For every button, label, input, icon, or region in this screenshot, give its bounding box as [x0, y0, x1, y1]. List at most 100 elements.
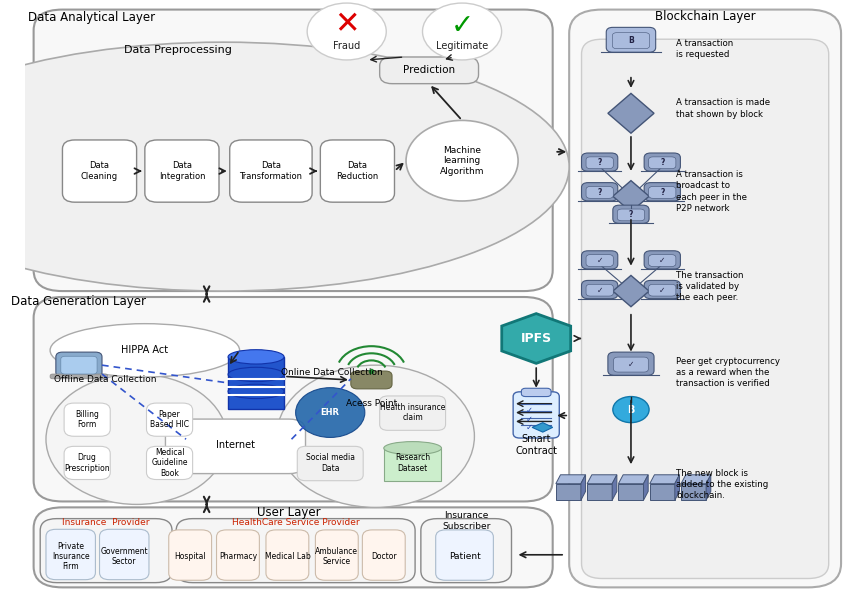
FancyBboxPatch shape — [40, 519, 172, 583]
Text: A transaction is
broadcast to
each peer in the
P2P network: A transaction is broadcast to each peer … — [677, 170, 747, 213]
FancyBboxPatch shape — [34, 10, 552, 291]
Text: Internet: Internet — [216, 440, 255, 450]
Text: Research
Dataset: Research Dataset — [395, 453, 430, 473]
Text: ?: ? — [598, 158, 602, 168]
Ellipse shape — [0, 42, 570, 291]
Ellipse shape — [406, 121, 518, 201]
FancyBboxPatch shape — [644, 182, 680, 201]
FancyBboxPatch shape — [586, 157, 613, 169]
Ellipse shape — [50, 324, 240, 377]
FancyBboxPatch shape — [34, 507, 552, 587]
Text: Medical
Guideline
Book: Medical Guideline Book — [151, 448, 188, 478]
FancyBboxPatch shape — [436, 530, 493, 580]
FancyBboxPatch shape — [298, 446, 363, 481]
FancyBboxPatch shape — [421, 519, 512, 583]
FancyBboxPatch shape — [649, 285, 676, 296]
Text: ✕: ✕ — [334, 10, 360, 39]
Text: Insurance  Provider: Insurance Provider — [62, 518, 150, 527]
FancyBboxPatch shape — [320, 140, 394, 202]
Text: Ambulance
Service: Ambulance Service — [315, 547, 359, 566]
FancyBboxPatch shape — [362, 530, 405, 580]
Text: ✓: ✓ — [597, 256, 603, 265]
FancyBboxPatch shape — [613, 33, 649, 49]
FancyBboxPatch shape — [581, 251, 618, 269]
Polygon shape — [619, 484, 643, 500]
FancyBboxPatch shape — [169, 530, 212, 580]
FancyBboxPatch shape — [62, 140, 137, 202]
Text: A transaction
is requested: A transaction is requested — [677, 39, 734, 59]
FancyBboxPatch shape — [266, 530, 309, 580]
Ellipse shape — [228, 350, 284, 364]
Text: A transaction is made
that shown by block: A transaction is made that shown by bloc… — [677, 99, 770, 119]
Text: Data Generation Layer: Data Generation Layer — [11, 295, 146, 308]
Text: Doctor: Doctor — [371, 552, 397, 561]
Polygon shape — [587, 475, 617, 484]
FancyBboxPatch shape — [217, 530, 259, 580]
Text: ?: ? — [598, 188, 602, 197]
FancyBboxPatch shape — [50, 374, 108, 379]
Text: Offline Data Collection: Offline Data Collection — [54, 375, 156, 384]
FancyBboxPatch shape — [644, 153, 680, 171]
Text: Online Data Collection: Online Data Collection — [280, 368, 382, 377]
Polygon shape — [502, 314, 570, 364]
Text: ✓: ✓ — [597, 286, 603, 295]
FancyBboxPatch shape — [586, 285, 613, 296]
Text: Acess Point: Acess Point — [346, 399, 397, 408]
FancyBboxPatch shape — [230, 140, 312, 202]
Polygon shape — [643, 475, 649, 500]
FancyBboxPatch shape — [99, 529, 149, 580]
FancyBboxPatch shape — [644, 280, 680, 299]
Polygon shape — [613, 276, 649, 307]
Text: ✓: ✓ — [526, 423, 533, 432]
Circle shape — [46, 374, 227, 504]
Circle shape — [422, 3, 502, 60]
FancyBboxPatch shape — [46, 529, 95, 580]
FancyBboxPatch shape — [581, 280, 618, 299]
FancyBboxPatch shape — [649, 187, 676, 198]
Text: Prediction: Prediction — [403, 65, 455, 75]
FancyBboxPatch shape — [384, 448, 441, 481]
Circle shape — [613, 397, 649, 423]
FancyBboxPatch shape — [144, 140, 219, 202]
Text: Pharmacy: Pharmacy — [219, 552, 257, 561]
Text: Fraud: Fraud — [333, 42, 360, 51]
FancyBboxPatch shape — [380, 396, 445, 430]
FancyBboxPatch shape — [61, 356, 97, 374]
FancyBboxPatch shape — [649, 255, 676, 267]
FancyBboxPatch shape — [315, 530, 358, 580]
FancyBboxPatch shape — [614, 357, 649, 372]
FancyBboxPatch shape — [513, 392, 559, 438]
Polygon shape — [649, 475, 679, 484]
Text: EHR: EHR — [320, 408, 340, 417]
Text: B: B — [627, 405, 635, 415]
FancyBboxPatch shape — [351, 371, 392, 389]
Text: Medical Lab: Medical Lab — [264, 552, 310, 561]
Text: Legitimate: Legitimate — [436, 42, 488, 51]
FancyBboxPatch shape — [64, 446, 110, 479]
FancyBboxPatch shape — [608, 352, 654, 375]
Polygon shape — [681, 484, 706, 500]
Polygon shape — [587, 484, 612, 500]
Text: Data Analytical Layer: Data Analytical Layer — [28, 11, 155, 24]
Text: HIPPA Act: HIPPA Act — [122, 345, 168, 355]
Polygon shape — [612, 475, 617, 500]
Text: Paper
Based HIC: Paper Based HIC — [150, 410, 189, 429]
Text: Machine
learning
Algorithm: Machine learning Algorithm — [439, 146, 484, 176]
Circle shape — [296, 388, 365, 437]
FancyBboxPatch shape — [617, 209, 644, 221]
FancyBboxPatch shape — [146, 446, 193, 479]
FancyBboxPatch shape — [649, 157, 676, 169]
Text: ✓: ✓ — [526, 415, 533, 424]
Ellipse shape — [228, 367, 284, 381]
Polygon shape — [556, 475, 586, 484]
Text: Billing
Form: Billing Form — [76, 410, 99, 429]
FancyBboxPatch shape — [581, 153, 618, 171]
Text: The new block is
added to the existing
blockchain.: The new block is added to the existing b… — [677, 469, 768, 501]
Text: ✓: ✓ — [659, 256, 666, 265]
Text: Drug
Prescription: Drug Prescription — [65, 453, 110, 473]
Text: User Layer: User Layer — [258, 506, 320, 519]
Text: Smart
Contract: Smart Contract — [515, 434, 558, 456]
Text: The transaction
is validated by
the each peer.: The transaction is validated by the each… — [677, 271, 744, 302]
Text: Patient: Patient — [449, 552, 480, 561]
Text: Hospital: Hospital — [174, 552, 206, 561]
